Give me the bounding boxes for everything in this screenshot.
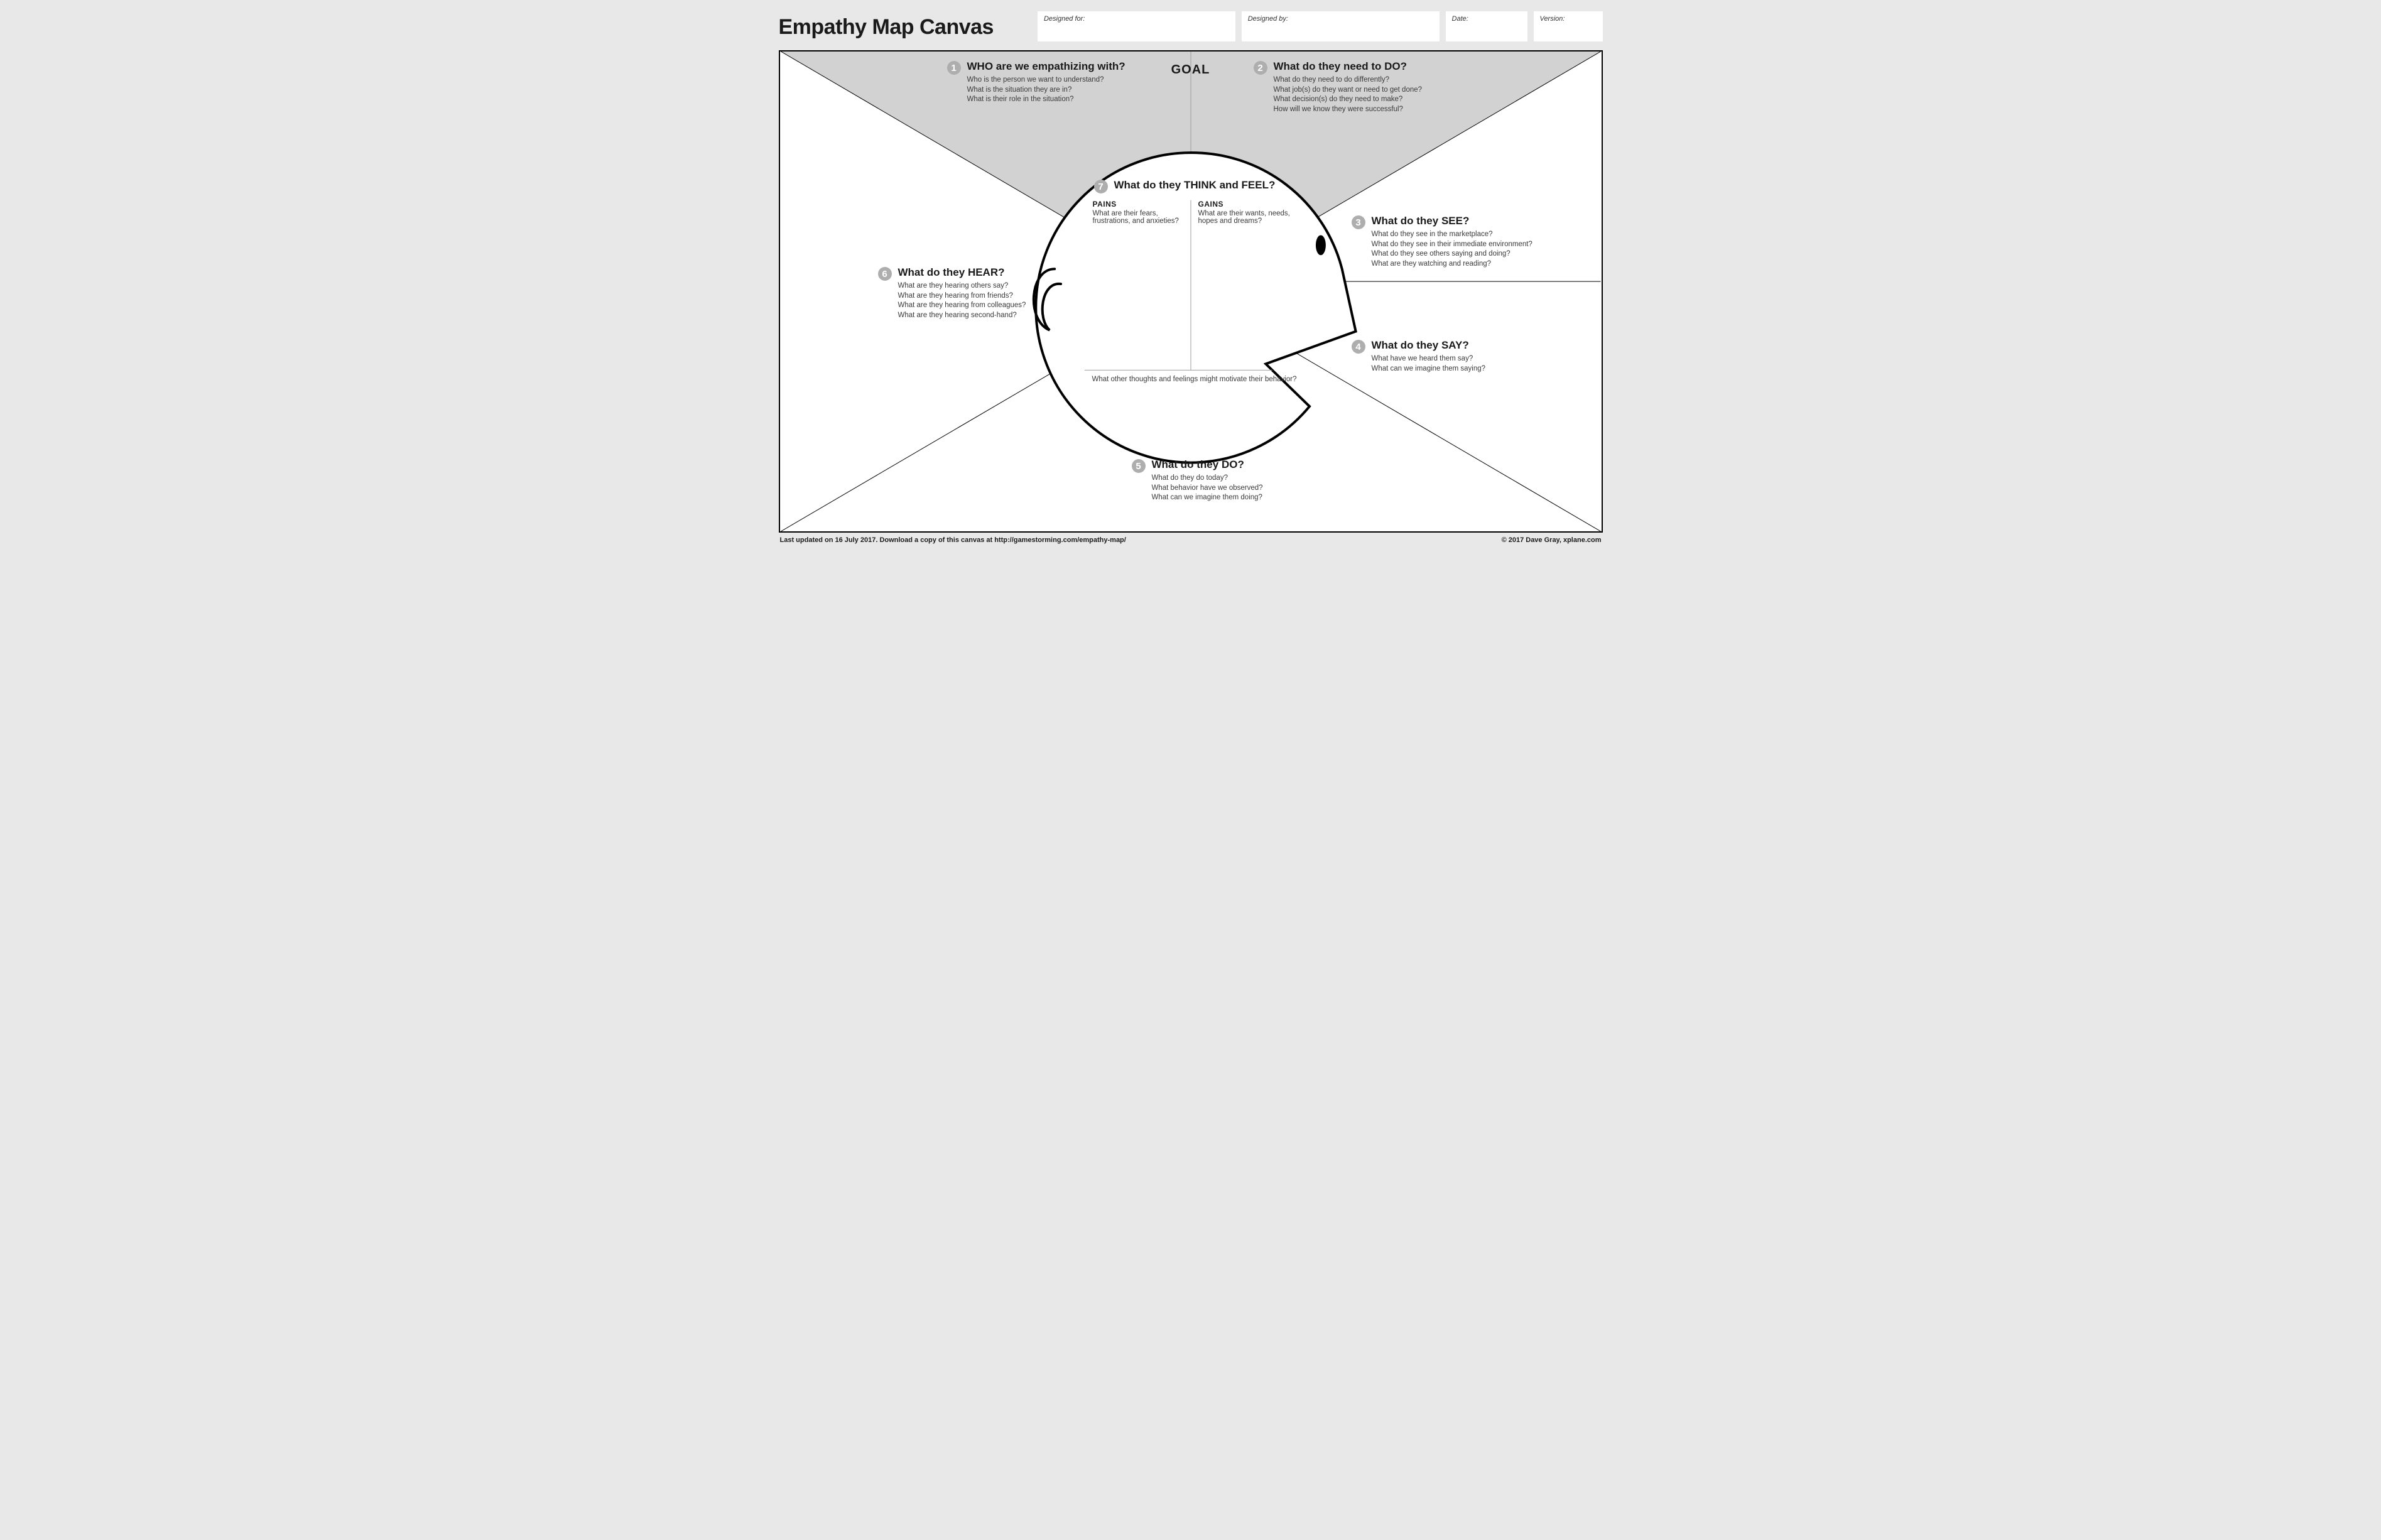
header-row: Empathy Map Canvas Designed for: Designe… xyxy=(779,11,1603,41)
diagram-svg xyxy=(780,52,1602,531)
date-field[interactable]: Date: xyxy=(1446,11,1527,41)
footer: Last updated on 16 July 2017. Download a… xyxy=(779,533,1603,544)
footer-right: © 2017 Dave Gray, xplane.com xyxy=(1502,536,1602,544)
canvas: GOAL 1 WHO are we empathizing with? Who … xyxy=(779,50,1603,533)
main-title: Empathy Map Canvas xyxy=(779,11,1031,40)
designed-by-field[interactable]: Designed by: xyxy=(1242,11,1440,41)
designed-for-field[interactable]: Designed for: xyxy=(1038,11,1235,41)
footer-left: Last updated on 16 July 2017. Download a… xyxy=(780,536,1126,544)
page: Empathy Map Canvas Designed for: Designe… xyxy=(764,0,1618,548)
version-field[interactable]: Version: xyxy=(1534,11,1603,41)
